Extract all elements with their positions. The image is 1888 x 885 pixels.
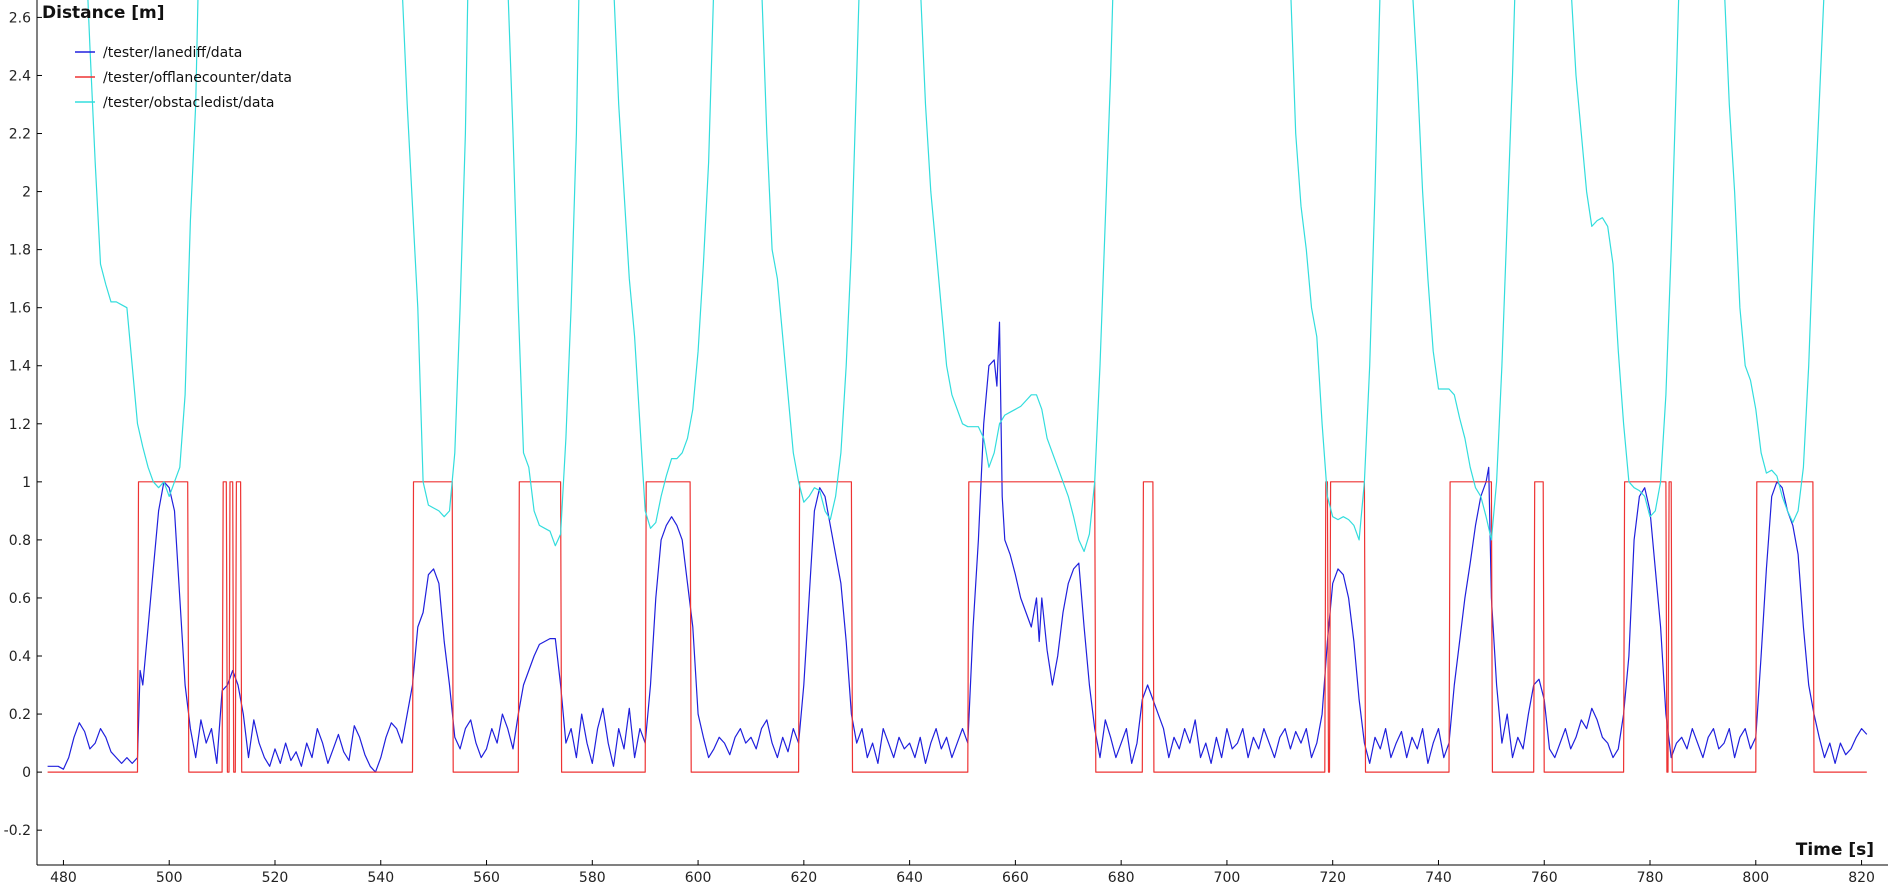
y-tick-label: 2 xyxy=(22,185,31,201)
obstacledist-line-segment xyxy=(507,0,580,547)
legend-label-obstacledist: /tester/obstacledist/data xyxy=(103,95,275,111)
y-tick-label: 2.6 xyxy=(9,10,31,26)
x-tick-label: 540 xyxy=(367,870,394,885)
x-tick-label: 520 xyxy=(262,870,289,885)
x-tick-label: 780 xyxy=(1637,870,1664,885)
x-tick-label: 580 xyxy=(579,870,606,885)
y-tick-label: 0.8 xyxy=(9,533,31,549)
x-tick-label: 740 xyxy=(1425,870,1452,885)
x-tick-label: 620 xyxy=(790,870,817,885)
x-tick-label: 800 xyxy=(1742,870,1769,885)
y-axis-title: Distance [m] xyxy=(42,3,165,23)
obstacledist-line-segment xyxy=(87,0,199,497)
y-tick-label: -0.2 xyxy=(4,823,31,839)
lanediff-line xyxy=(47,321,1868,773)
legend-label-lanediff: /tester/lanediff/data xyxy=(103,45,242,61)
y-tick-label: 1.8 xyxy=(9,243,31,259)
offlanecounter-line xyxy=(47,481,1867,773)
y-tick-label: 0.6 xyxy=(9,591,31,607)
y-tick-label: 0.4 xyxy=(9,649,31,665)
y-tick-label: 2.2 xyxy=(9,127,31,143)
x-tick-label: 760 xyxy=(1531,870,1558,885)
obstacledist-line-segment xyxy=(1571,0,1680,518)
obstacledist-line-segment xyxy=(761,0,860,521)
y-tick-label: 1 xyxy=(22,475,31,491)
x-tick-label: 680 xyxy=(1108,870,1135,885)
x-tick-label: 820 xyxy=(1848,870,1875,885)
x-tick-label: 640 xyxy=(896,870,923,885)
x-tick-label: 560 xyxy=(473,870,500,885)
obstacledist-line-segment xyxy=(613,0,714,529)
series-layer xyxy=(47,0,1868,773)
obstacledist-line-segment xyxy=(402,0,469,518)
y-tick-label: 1.6 xyxy=(9,301,31,317)
axes xyxy=(36,0,1888,866)
y-tick-label: 0 xyxy=(22,765,31,781)
y-tick-label: 0.2 xyxy=(9,707,31,723)
obstacledist-line-segment xyxy=(1724,0,1825,524)
ticks: 480 500 520 540 560 580 600 620 640 660 680 700 720 7… xyxy=(4,10,1875,885)
x-tick-label: 660 xyxy=(1002,870,1029,885)
x-tick-label: 720 xyxy=(1319,870,1346,885)
x-tick-label: 480 xyxy=(50,870,77,885)
y-tick-label: 1.2 xyxy=(9,417,31,433)
obstacledist-line-segment xyxy=(1412,0,1516,541)
obstacledist-line-segment xyxy=(1290,0,1381,541)
y-tick-label: 1.4 xyxy=(9,359,31,375)
obstacledist-line-segment xyxy=(920,0,1114,553)
legend: /tester/lanediff/data/tester/offlanecoun… xyxy=(75,45,292,111)
x-axis-title: Time [s] xyxy=(1796,840,1874,860)
x-tick-label: 500 xyxy=(156,870,183,885)
y-tick-label: 2.4 xyxy=(9,68,31,84)
x-tick-label: 700 xyxy=(1214,870,1241,885)
x-tick-label: 600 xyxy=(685,870,712,885)
legend-label-offlanecounter: /tester/offlanecounter/data xyxy=(103,70,292,86)
